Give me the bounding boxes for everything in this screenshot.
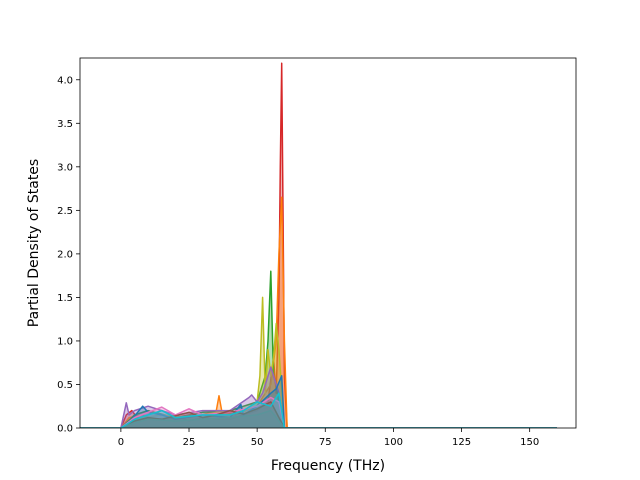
x-tick-label: 150	[520, 437, 539, 448]
y-tick-label: 0.0	[57, 424, 73, 435]
y-tick-label: 0.5	[57, 380, 73, 391]
y-tick-label: 1.0	[57, 336, 73, 347]
series-fill	[80, 397, 557, 428]
series-line	[80, 392, 557, 428]
x-tick-label: 75	[319, 437, 332, 448]
series-fill	[80, 401, 557, 428]
y-axis-label: Partial Density of States	[26, 159, 42, 327]
y-tick-label: 1.5	[57, 293, 73, 304]
series-line	[80, 396, 557, 428]
series-layer	[80, 62, 557, 428]
y-tick-label: 2.0	[57, 249, 73, 260]
x-tick-label: 25	[183, 437, 196, 448]
y-axis: 0.0 0.5 1.0 1.5 2.0 2.5 3.0 3.5 4.0	[57, 75, 80, 435]
x-tick-label: 0	[118, 437, 124, 448]
x-axis: 0 25 50 75 100 125 150	[118, 428, 539, 448]
y-tick-label: 4.0	[57, 75, 73, 86]
x-tick-label: 100	[384, 437, 403, 448]
y-tick-label: 3.0	[57, 162, 73, 173]
series-fill	[80, 410, 557, 428]
x-tick-label: 50	[251, 437, 264, 448]
x-axis-label: Frequency (THz)	[271, 458, 385, 474]
y-tick-label: 3.5	[57, 119, 73, 130]
series-line	[80, 409, 557, 428]
x-tick-label: 125	[452, 437, 471, 448]
plot-frame	[79, 57, 577, 429]
series-line	[80, 296, 557, 428]
series-fill	[80, 393, 557, 428]
series-line	[80, 270, 557, 428]
y-tick-label: 2.5	[57, 206, 73, 217]
